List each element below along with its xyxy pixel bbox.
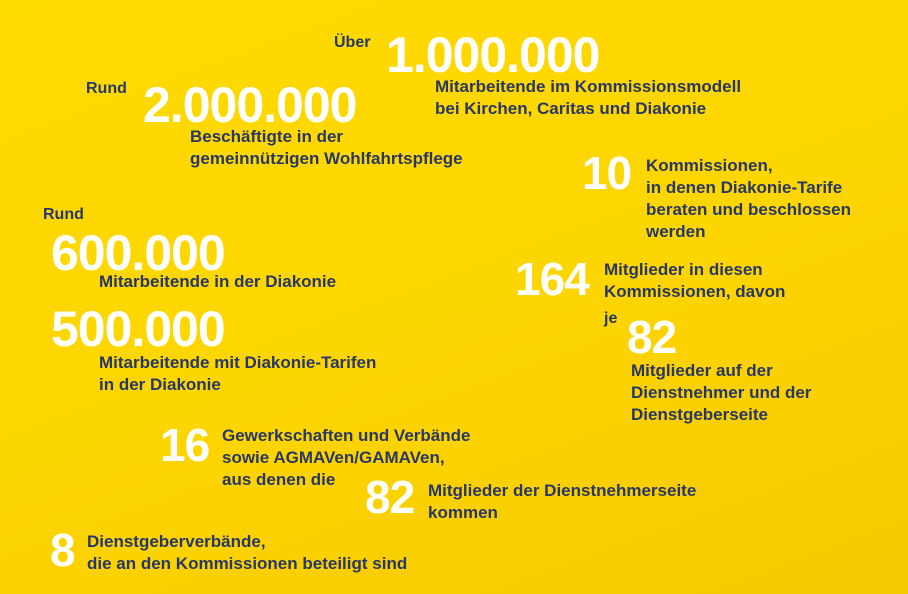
stat-diakonie-tarife-value: 500.000 [51,301,226,357]
stat-wohlfahrtspflege-prefix: Rund [86,80,127,97]
stat-wohlfahrtspflege-value: 2.000.000 [143,77,357,133]
stat-kommissionsmodell-prefix: Über [334,34,371,51]
stat-mitglieder-text: Mitglieder in diesen Kommissionen, davon [604,260,786,301]
stat-dienstgeber-text: Dienstgeberverbände, die an den Kommissi… [87,532,408,573]
stat-kommissionen-text: Kommissionen, in denen Diakonie-Tarife b… [646,156,851,241]
stat-mitglieder-sub-prefix: je [604,310,618,327]
stat-dienstnehmerseite-text: Mitglieder der Dienstnehmerseite kommen [428,481,697,522]
stat-dienstnehmerseite-value: 82 [365,471,415,523]
stat-mitglieder-sub-text: Mitglieder auf der Dienstnehmer und der … [631,361,812,424]
stat-diakonie-text: Mitarbeitende in der Diakonie [99,272,337,291]
stat-kommissionsmodell-text: Mitarbeitende im Kommissionsmodell bei K… [435,77,742,118]
stat-kommissionsmodell-value: 1.000.000 [386,27,600,83]
stat-kommissionen-value: 10 [582,147,632,199]
stat-gewerkschaften-text: Gewerkschaften und Verbände sowie AGMAVe… [222,426,471,489]
stat-gewerkschaften-value: 16 [160,419,210,471]
stat-dienstgeber-value: 8 [50,524,76,576]
stat-diakonie-tarife-text: Mitarbeitende mit Diakonie-Tarifen in de… [99,353,377,394]
stat-diakonie-prefix: Rund [43,206,84,223]
stat-mitglieder-value: 164 [515,253,590,305]
stat-diakonie-value: 600.000 [51,225,226,281]
stat-mitglieder-sub-value: 82 [627,311,677,363]
stat-wohlfahrtspflege-text: Beschäftigte in der gemeinnützigen Wohlf… [190,127,463,168]
